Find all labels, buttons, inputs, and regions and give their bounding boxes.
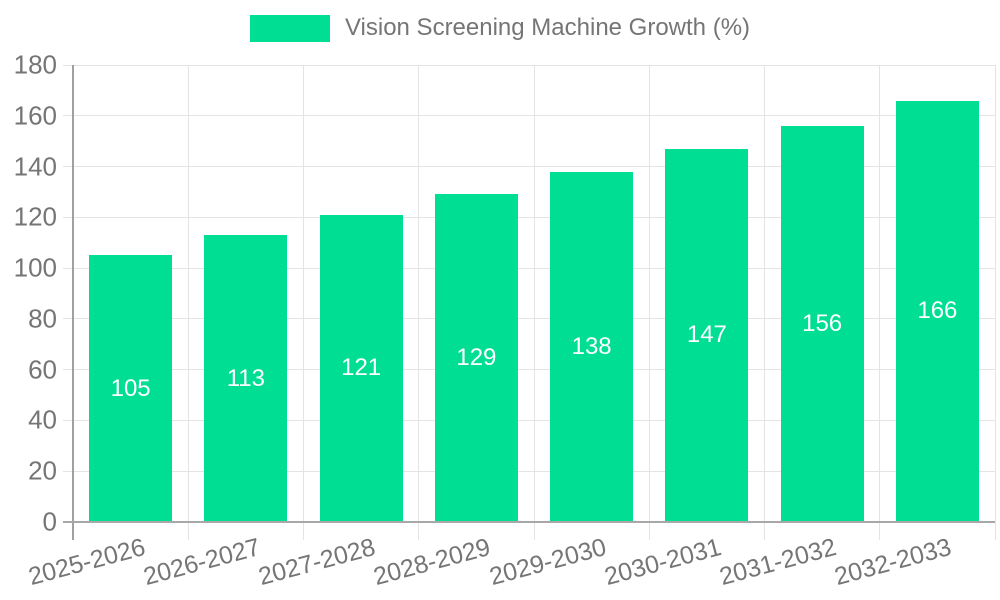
- y-gridline: [63, 470, 995, 472]
- legend: Vision Screening Machine Growth (%): [0, 14, 1000, 42]
- y-gridline: [63, 318, 995, 320]
- y-axis-tick-label: 160: [13, 100, 57, 131]
- y-axis-tick-label: 40: [28, 404, 57, 435]
- y-gridline: [63, 369, 995, 371]
- y-axis-tick-label: 20: [28, 455, 57, 486]
- y-gridline: [63, 267, 995, 269]
- bar: 138: [550, 171, 634, 522]
- bar: 129: [434, 194, 518, 522]
- y-axis-tick-label: 120: [13, 201, 57, 232]
- y-axis-line: [72, 65, 74, 540]
- y-axis-tick-label: 80: [28, 303, 57, 334]
- y-axis-tick-label: 140: [13, 151, 57, 182]
- x-gridline: [879, 65, 881, 540]
- bar: 121: [319, 214, 403, 522]
- bar: 113: [204, 235, 288, 522]
- legend-label: Vision Screening Machine Growth (%): [344, 14, 751, 41]
- y-gridline: [63, 64, 995, 66]
- x-axis-tick-label: 2026-2027: [140, 533, 264, 591]
- y-gridline: [63, 115, 995, 117]
- bar-value-label: 156: [802, 309, 843, 337]
- bar: 156: [780, 125, 864, 522]
- y-axis-tick-label: 180: [13, 49, 57, 80]
- x-axis-tick-label: 2027-2028: [255, 533, 379, 591]
- x-gridline: [418, 65, 420, 540]
- x-gridline: [187, 65, 189, 540]
- y-axis-tick-label: 60: [28, 354, 57, 385]
- y-gridline: [63, 216, 995, 218]
- bar: 166: [895, 100, 979, 522]
- x-axis-tick-label: 2025-2026: [25, 533, 148, 591]
- bar-value-label: 105: [110, 374, 151, 402]
- y-gridline: [63, 419, 995, 421]
- legend-swatch: [249, 14, 330, 42]
- x-axis-tick-label: 2030-2031: [601, 533, 725, 591]
- x-axis-line: [63, 521, 995, 523]
- x-axis-tick-label: 2029-2030: [486, 533, 609, 591]
- y-gridline: [63, 166, 995, 168]
- bar-value-label: 113: [226, 364, 265, 392]
- x-gridline: [648, 65, 650, 540]
- bar: 147: [665, 148, 749, 522]
- bar-value-label: 129: [456, 344, 497, 372]
- y-axis-tick-label: 100: [13, 252, 57, 283]
- bar-value-label: 138: [571, 332, 612, 360]
- bar-value-label: 121: [341, 354, 382, 382]
- x-axis-tick-label: 2028-2029: [370, 533, 494, 591]
- bar-value-label: 166: [917, 297, 958, 325]
- x-gridline: [303, 65, 304, 540]
- x-gridline: [533, 65, 535, 540]
- y-axis-tick-label: 0: [42, 506, 57, 537]
- bar-value-label: 147: [686, 321, 727, 349]
- bar: 105: [89, 255, 173, 522]
- x-gridline: [764, 65, 765, 540]
- x-axis-tick-label: 2031-2032: [716, 533, 840, 591]
- x-gridline: [994, 65, 996, 540]
- x-axis-tick-label: 2032-2033: [831, 533, 955, 591]
